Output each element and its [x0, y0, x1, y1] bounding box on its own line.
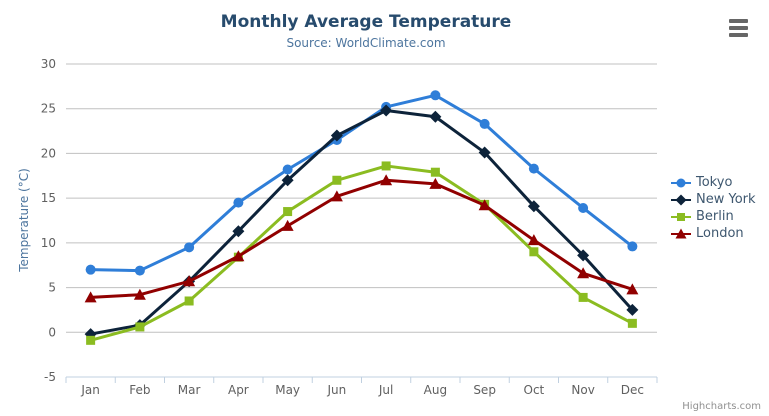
marker-london-oct[interactable]: [527, 234, 540, 246]
series-line-london[interactable]: [89, 178, 634, 299]
marker-new-york-nov[interactable]: [577, 249, 590, 262]
series-line-berlin[interactable]: [89, 164, 634, 342]
marker-tokyo-oct[interactable]: [528, 163, 539, 174]
y-tick-label-5: 5: [48, 281, 56, 295]
marker-tokyo-dec[interactable]: [627, 241, 638, 252]
legend-item-new-york[interactable]: New York: [671, 193, 756, 207]
marker-berlin-jun[interactable]: [332, 175, 342, 185]
legend-label-london: London: [696, 226, 744, 241]
marker-tokyo-jan[interactable]: [85, 264, 96, 275]
marker-tokyo-aug[interactable]: [430, 90, 441, 101]
y-tick-label-25: 25: [41, 102, 56, 116]
marker-berlin-aug[interactable]: [430, 167, 440, 177]
marker-tokyo-feb[interactable]: [134, 265, 145, 276]
legend-label-new-york: New York: [696, 192, 756, 207]
legend: Tokyo New York Berlin London: [671, 176, 756, 241]
y-tick-label-20: 20: [41, 146, 56, 160]
marker-new-york-jun[interactable]: [330, 129, 343, 142]
export-menu-button[interactable]: [729, 18, 749, 38]
x-tick-label-jan: Jan: [80, 383, 100, 397]
marker-new-york-may[interactable]: [281, 174, 294, 187]
new-york-legend-marker: [671, 194, 691, 206]
marker-london-nov[interactable]: [577, 267, 590, 279]
y-tick-label-0: 0: [48, 325, 56, 339]
x-tick-label-dec: Dec: [621, 383, 644, 397]
x-tick-label-nov: Nov: [571, 383, 594, 397]
marker-berlin-dec[interactable]: [627, 318, 637, 328]
marker-tokyo-sep[interactable]: [479, 118, 490, 129]
marker-london-sep[interactable]: [478, 199, 491, 211]
marker-london-jun[interactable]: [330, 190, 343, 202]
x-tick-label-may: May: [275, 383, 300, 397]
marker-tokyo-nov[interactable]: [578, 202, 589, 213]
y-tick-label-15: 15: [41, 191, 56, 205]
chart-subtitle: Source: WorldClimate.com: [286, 36, 446, 50]
marker-london-may[interactable]: [281, 219, 294, 231]
legend-label-tokyo: Tokyo: [696, 175, 733, 190]
marker-new-york-aug[interactable]: [429, 110, 442, 123]
marker-london-feb[interactable]: [133, 288, 146, 300]
x-tick-label-feb: Feb: [129, 383, 150, 397]
legend-label-berlin: Berlin: [696, 209, 734, 224]
berlin-legend-marker: [671, 213, 691, 221]
marker-tokyo-may[interactable]: [282, 164, 293, 175]
marker-berlin-jul[interactable]: [381, 161, 391, 171]
chart-title: Monthly Average Temperature: [220, 12, 512, 32]
y-axis-title: Temperature (°C): [17, 168, 31, 272]
marker-london-mar[interactable]: [183, 275, 196, 287]
marker-new-york-dec[interactable]: [626, 303, 639, 316]
marker-berlin-jan[interactable]: [86, 335, 96, 345]
marker-new-york-jul[interactable]: [380, 104, 393, 117]
marker-berlin-oct[interactable]: [529, 247, 539, 257]
y-tick-label--5: -5: [44, 370, 56, 384]
marker-new-york-oct[interactable]: [527, 200, 540, 213]
marker-berlin-nov[interactable]: [578, 292, 588, 302]
series-line-new-york[interactable]: [89, 109, 634, 336]
marker-london-apr[interactable]: [232, 250, 245, 262]
tokyo-legend-marker: [671, 178, 691, 188]
marker-london-jul[interactable]: [380, 174, 393, 186]
marker-tokyo-apr[interactable]: [233, 197, 244, 208]
x-tick-label-aug: Aug: [424, 383, 447, 397]
x-tick-label-apr: Apr: [228, 383, 249, 397]
marker-tokyo-mar[interactable]: [184, 242, 195, 253]
marker-london-dec[interactable]: [626, 283, 639, 295]
marker-london-aug[interactable]: [429, 177, 442, 189]
y-tick-label-10: 10: [41, 236, 56, 250]
marker-berlin-may[interactable]: [283, 207, 293, 217]
marker-new-york-apr[interactable]: [232, 225, 245, 238]
legend-item-tokyo[interactable]: Tokyo: [671, 176, 756, 190]
x-tick-label-sep: Sep: [473, 383, 496, 397]
legend-item-berlin[interactable]: Berlin: [671, 210, 756, 224]
marker-new-york-sep[interactable]: [478, 146, 491, 159]
x-tick-label-jul: Jul: [378, 383, 393, 397]
legend-item-london[interactable]: London: [671, 227, 756, 241]
marker-berlin-feb[interactable]: [135, 322, 145, 332]
london-legend-marker: [671, 228, 691, 239]
highcharts-credit[interactable]: Highcharts.com: [682, 401, 761, 412]
y-tick-label-30: 30: [41, 57, 56, 71]
x-tick-label-mar: Mar: [178, 383, 201, 397]
marker-london-jan[interactable]: [84, 291, 97, 303]
x-tick-label-oct: Oct: [524, 383, 545, 397]
marker-berlin-mar[interactable]: [184, 296, 194, 306]
x-tick-label-jun: Jun: [327, 383, 347, 397]
